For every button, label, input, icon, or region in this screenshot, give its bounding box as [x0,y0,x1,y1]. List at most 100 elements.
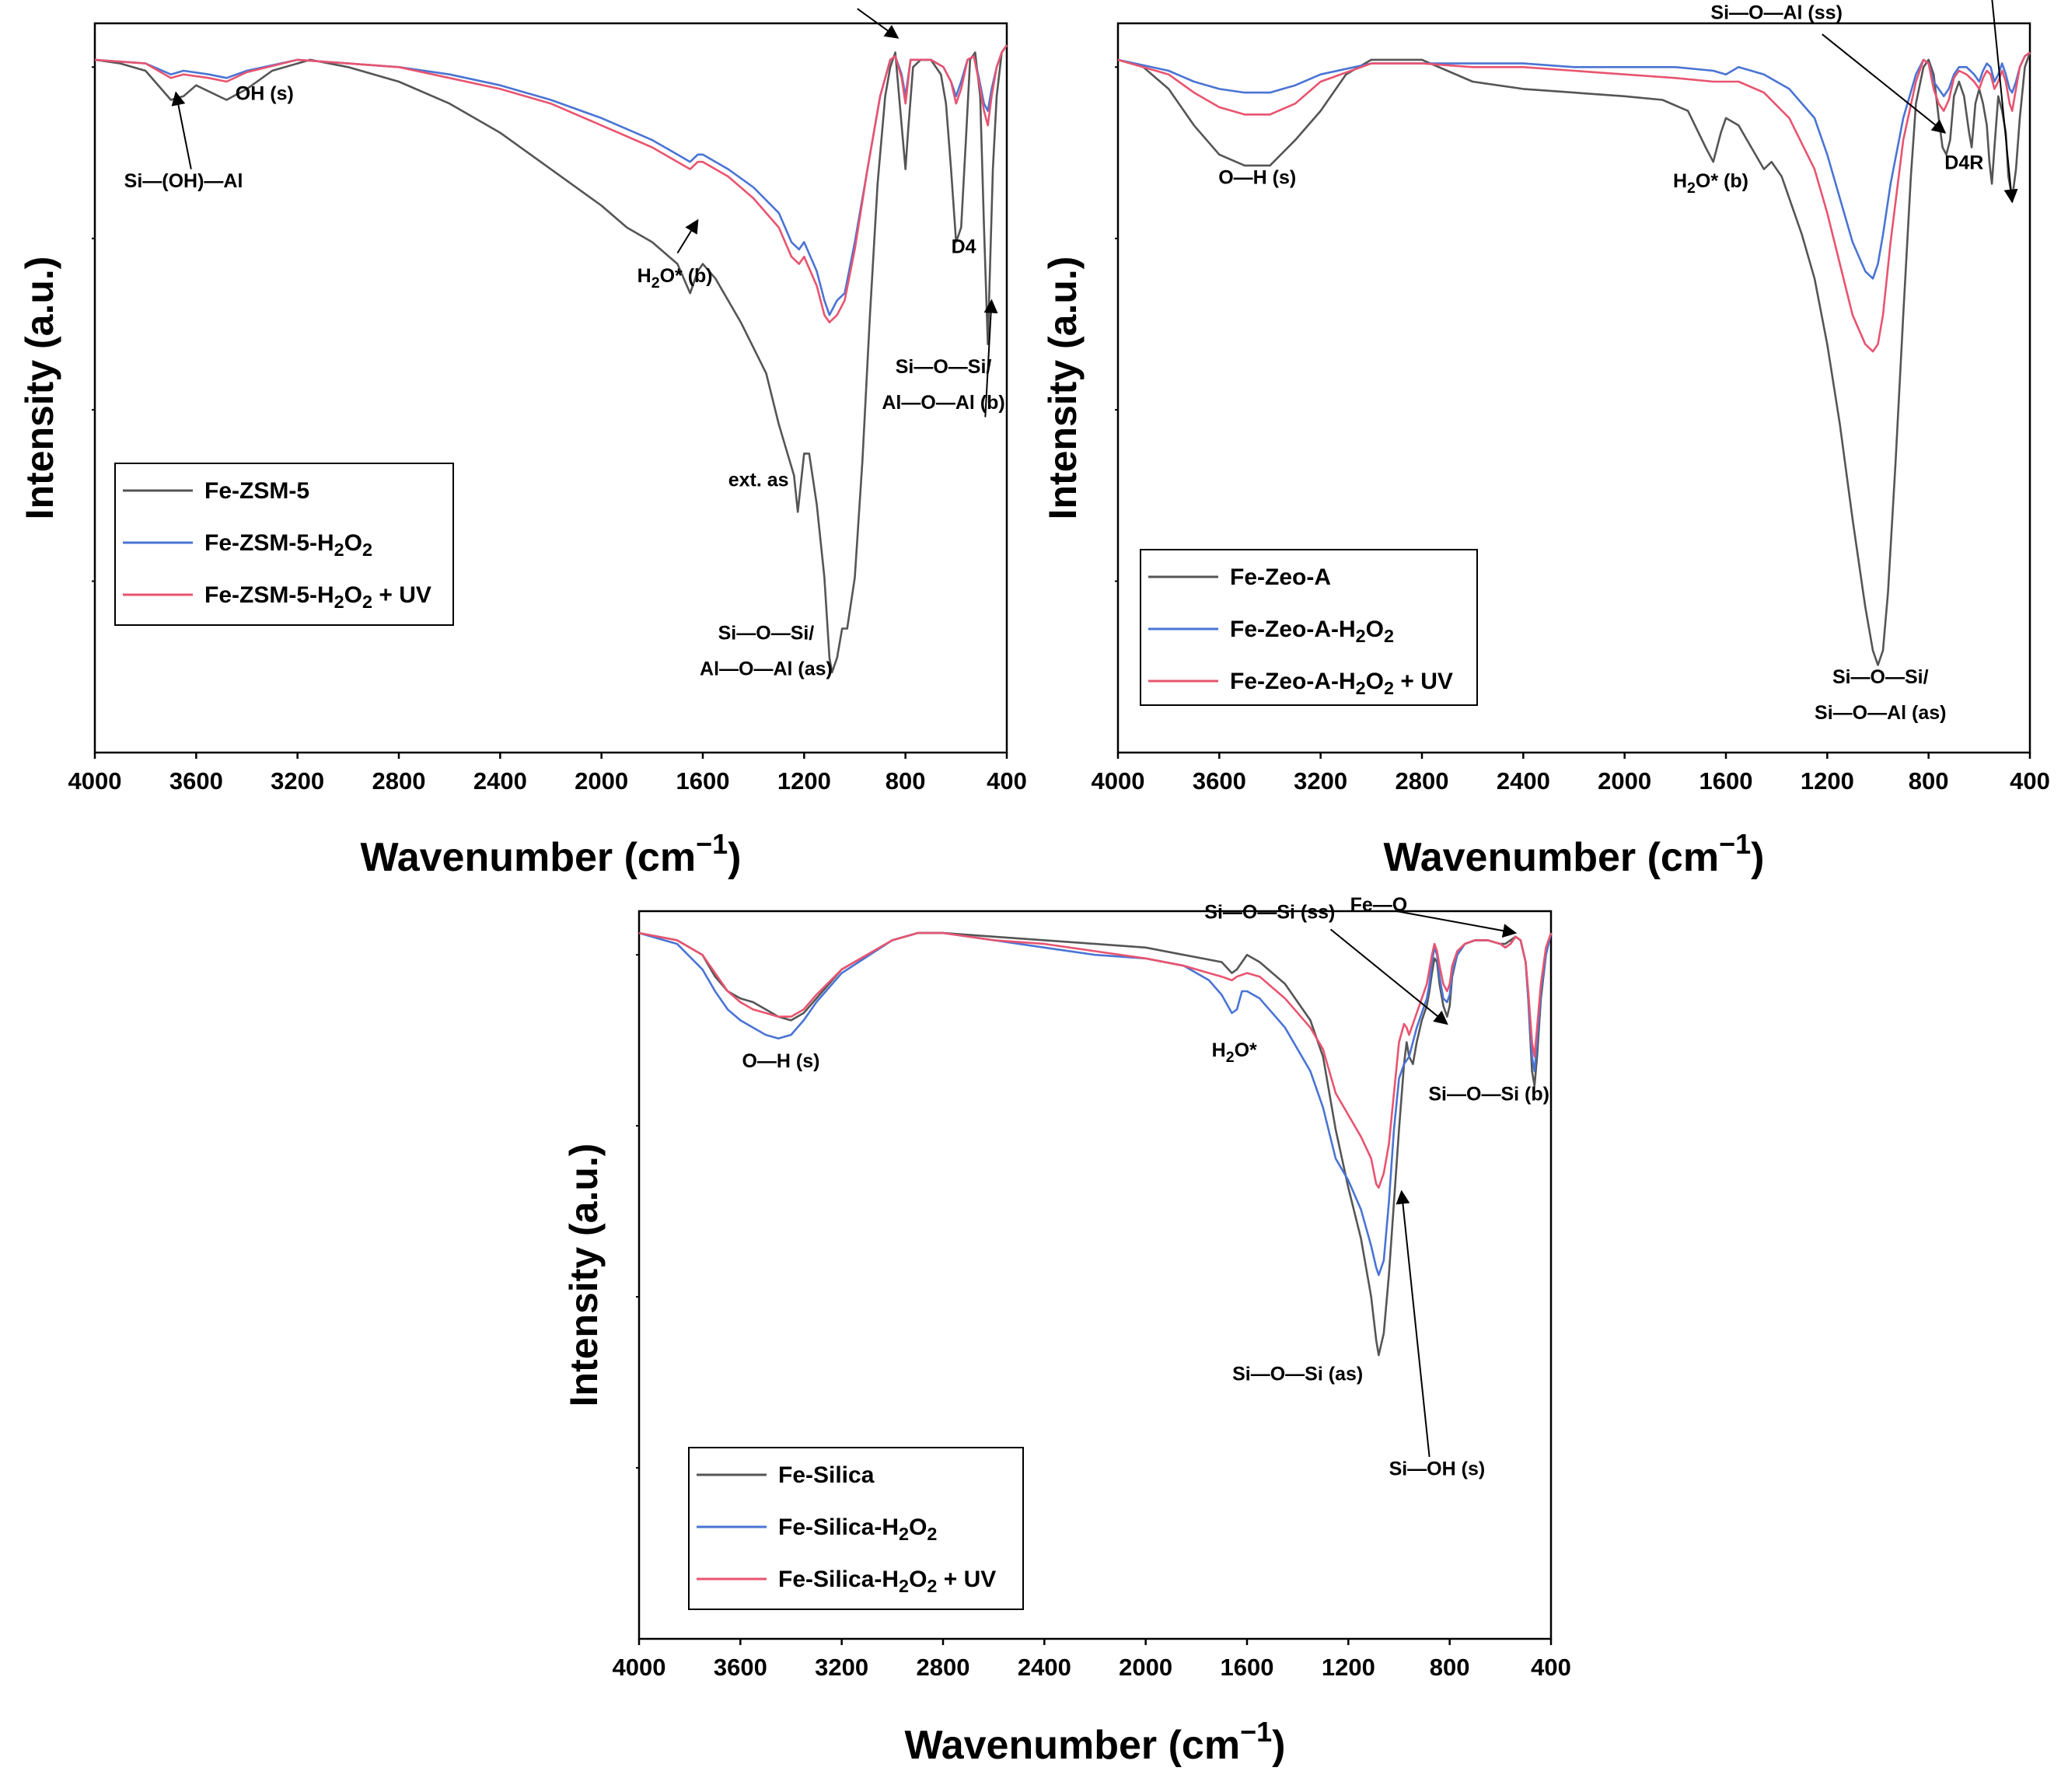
x-tick-label: 3600 [169,767,223,795]
x-tick-label: 2800 [917,1654,970,1681]
legend: Fe-Zeo-A Fe-Zeo-A-H2O2 Fe-Zeo-A-H2O2 + UV [1140,549,1478,706]
legend: Fe-Silica Fe-Silica-H2O2 Fe-Silica-H2O2 + … [688,1447,1024,1610]
x-tick-label: 2000 [1598,767,1651,795]
peak-annotation: Si—O—Si/Si—O—Al (as) [1815,666,1946,724]
x-tick-label: 1600 [676,767,730,795]
series-line-2 [94,44,1008,323]
legend-label: Fe-ZSM-5-H2O2 [204,530,372,560]
chart-panel-zsm5: 4000 3600 3200 2800 2400 2000 1600 1200 800 400 Si… [18,8,1027,880]
peak-annotation: Si—O—Si/Si—O—Al (ss) [1710,2,1947,134]
legend-label: Fe-Silica [778,1462,875,1488]
plot-frame [93,22,1008,754]
plot-frame [638,910,1553,1640]
annotation-label: Si—OH (s) [1389,1458,1486,1479]
legend-label: Fe-Silica-H2O2 + UV [778,1567,996,1596]
annotation-label: Si—O—Si (ss) [1204,901,1335,923]
annotation-arrow [1396,910,1518,938]
x-tick-label: 2800 [1396,767,1449,795]
annotation-arrow [857,8,900,39]
peak-annotation: Si—OH (s) [1389,1189,1486,1479]
annotation-label: H2O* [1212,1039,1257,1066]
annotation-label: Al—O—Al (as) [700,658,833,680]
peak-annotation: O—Si—O (b) [1991,0,2018,204]
legend-box [1140,549,1478,706]
plot-frame [1116,22,2031,754]
annotation-label: Al—O—Al (b) [882,392,1004,414]
x-axis-title: Wavenumber (cm−1) [361,828,742,880]
chart-panel-zeoa: 4000 3600 3200 2800 2400 2000 1600 1200 800 400 O—… [1041,0,2050,880]
annotation-label: H2O* (b) [638,265,713,292]
series-line-1 [638,931,1553,1277]
y-axis-title: Intensity (a.u.) [1041,257,1085,520]
x-tick-label: 2400 [1018,1654,1071,1681]
annotation-arrow [1396,1189,1430,1458]
y-axis-title: Intensity (a.u.) [18,257,61,520]
x-tick-label: 3600 [714,1654,767,1681]
annotation-label: Si—O—Si/ [718,623,815,644]
series-line-0 [1117,52,2031,666]
peak-annotation: D4 [952,236,976,257]
annotation-label: D4 [952,236,976,257]
peak-annotation: Si—O—Si (ss) [1204,901,1448,1025]
annotation-label: ext. as [728,470,789,491]
x-tick-label: 2400 [1497,767,1550,795]
annotation-label: Si—O—Si (b) [1428,1083,1549,1105]
x-tick-label: 3200 [1294,767,1347,795]
x-tick-label: 800 [1430,1654,1470,1681]
annotation-label: H2O* (b) [1673,170,1748,197]
y-axis-title: Intensity (a.u.) [562,1144,606,1407]
annotation-label: OH (s) [236,82,294,104]
annotation-label: O—H (s) [1218,166,1296,188]
series-line-0 [94,44,1008,674]
annotation-label: O—H (s) [742,1050,819,1072]
x-tick-label: 800 [1909,767,1949,795]
x-axis-title: Wavenumber (cm−1) [1384,828,1765,880]
peak-annotation: Si—O—Si (as) [1232,1364,1363,1385]
peak-annotation: Si—O—Si/Al—O—Al (ss) [857,8,900,39]
annotation-label: Si—(OH)—Al [124,170,243,192]
annotation-label: Fe—O [1350,894,1408,916]
x-tick-label: 1600 [1221,1654,1274,1681]
x-tick-label: 3600 [1193,767,1246,795]
x-tick-label: 2800 [372,767,426,795]
peak-annotation: H2O* (b) [1673,170,1748,197]
annotation-label: Si—O—Si/ [896,356,992,378]
peak-annotation: Si—(OH)—Al [124,91,243,192]
legend: Fe-ZSM-5 Fe-ZSM-5-H2O2 Fe-ZSM-5-H2O2 + UV [114,463,454,626]
x-axis-title: Wavenumber (cm−1) [905,1716,1286,1768]
peak-annotation: H2O* (b) [638,218,713,292]
peak-annotation: Si—O—Si/Al—O—Al (as) [700,623,833,680]
x-tick-label: 400 [2010,767,2050,795]
x-tick-label: 2400 [473,767,527,795]
annotation-arrow [1329,928,1448,1025]
legend-label: Fe-Zeo-A-H2O2 + UV [1230,669,1453,698]
series-line-2 [1117,51,2031,353]
annotation-label: D4R [1944,152,1983,174]
peak-annotation: Si—O—Si/Al—O—Al (b) [882,299,1005,417]
x-tick-label: 400 [1531,1654,1571,1681]
annotation-arrow [676,218,699,253]
peak-annotation: O—H (s) [742,1050,819,1072]
x-tick-label: 1200 [777,767,831,795]
peak-annotation: OH (s) [236,82,294,104]
x-tick-label: 1200 [1322,1654,1375,1681]
annotation-arrow [1822,33,1947,134]
peak-annotation: H2O* [1212,1039,1257,1066]
legend-label: Fe-Zeo-A-H2O2 [1230,617,1394,646]
annotation-label: Si—O—Al (as) [1815,702,1946,724]
peak-annotation: Fe—O [1350,894,1518,938]
series-line-2 [638,931,1553,1189]
x-tick-label: 400 [987,767,1027,795]
x-tick-label: 1200 [1801,767,1854,795]
annotation-label: Si—O—Al (ss) [1710,2,1842,23]
annotation-arrow [1991,0,2018,204]
peak-annotation: ext. as [728,470,789,491]
x-tick-label: 3200 [815,1654,868,1681]
peak-annotation: O—H (s) [1218,166,1296,188]
annotation-arrow [983,299,998,417]
x-tick-label: 2000 [1119,1654,1172,1681]
panels: 4000 3600 3200 2800 2400 2000 1600 1200 800 400 Si… [18,0,2050,1768]
annotation-label: Si—O—Si/ [1832,666,1929,688]
x-tick-label: 2000 [575,767,628,795]
